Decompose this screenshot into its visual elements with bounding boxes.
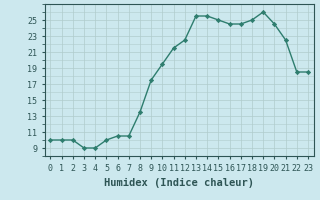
X-axis label: Humidex (Indice chaleur): Humidex (Indice chaleur)	[104, 178, 254, 188]
